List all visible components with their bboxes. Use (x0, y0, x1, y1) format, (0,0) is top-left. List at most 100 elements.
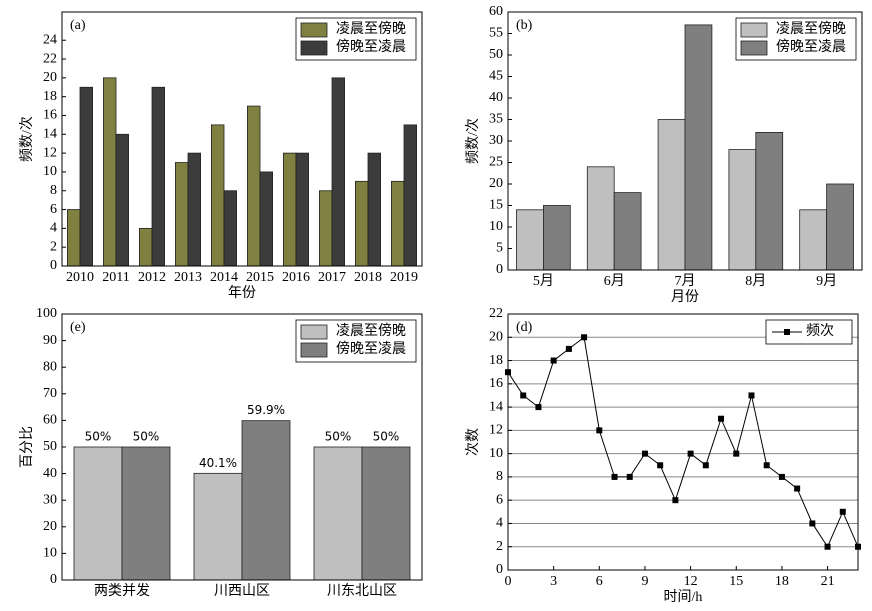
x-tick-label: 2017 (318, 270, 346, 285)
bar (543, 205, 571, 271)
legend-swatch (300, 324, 328, 340)
y-tick-label: 14 (43, 127, 57, 142)
bar (755, 131, 784, 271)
x-axis-label: 年份 (228, 285, 256, 301)
panel-title: (a) (70, 18, 86, 33)
x-tick-label: 0 (505, 574, 512, 589)
x-tick-label: 2016 (282, 270, 310, 285)
y-tick-label: 24 (43, 32, 57, 47)
panel-title: (d) (516, 320, 533, 335)
y-tick-label: 18 (43, 89, 57, 104)
value-label: 50% (325, 430, 352, 444)
bar (174, 162, 189, 267)
x-tick-label: 2015 (246, 270, 274, 285)
marker (702, 462, 709, 469)
bar (121, 446, 171, 581)
y-tick-label: 40 (489, 90, 503, 105)
bar (67, 209, 81, 267)
y-tick-label: 4 (50, 221, 57, 236)
y-tick-label: 60 (43, 413, 57, 428)
y-tick-label: 100 (36, 306, 57, 321)
legend-swatch (300, 40, 328, 56)
x-tick-label: 川东北山区 (327, 583, 397, 599)
x-tick-label: 18 (775, 574, 789, 589)
y-tick-label: 50 (489, 47, 503, 62)
y-tick-label: 12 (43, 145, 57, 160)
bar (728, 149, 757, 271)
y-axis-label: 频数/次 (19, 116, 35, 162)
y-tick-label: 22 (43, 51, 57, 66)
bar (586, 166, 615, 271)
x-tick-label: 2012 (138, 270, 166, 285)
y-tick-label: 8 (496, 469, 503, 484)
marker (748, 392, 755, 399)
y-tick-label: 22 (489, 306, 503, 321)
marker (596, 427, 603, 434)
y-tick-label: 0 (496, 262, 503, 277)
panel-title: (e) (70, 320, 86, 335)
marker (581, 334, 588, 341)
y-tick-label: 20 (489, 329, 503, 344)
y-tick-label: 20 (43, 70, 57, 85)
y-axis-label: 百分比 (19, 426, 35, 468)
legend-label: 凌晨至傍晚 (336, 20, 406, 37)
y-tick-label: 14 (489, 399, 503, 414)
marker (687, 450, 694, 457)
plot-frame (507, 313, 859, 571)
y-tick-label: 10 (489, 219, 503, 234)
x-tick-label: 2010 (66, 270, 94, 285)
y-tick-label: 0 (50, 572, 57, 587)
value-label: 50% (373, 430, 400, 444)
legend-label: 频次 (806, 323, 834, 339)
legend-label: 傍晚至凌晨 (776, 38, 846, 55)
legend-swatch (740, 40, 768, 56)
x-tick-label: 6 (596, 574, 603, 589)
y-tick-label: 35 (489, 112, 503, 127)
bar (259, 171, 274, 267)
y-tick-label: 4 (496, 516, 503, 531)
bar (282, 152, 297, 267)
x-tick-label: 8月 (745, 273, 766, 289)
x-tick-label: 川西山区 (214, 583, 270, 599)
x-tick-label: 12 (684, 574, 698, 589)
bar (151, 86, 166, 267)
bar (246, 105, 261, 267)
y-tick-label: 10 (43, 546, 57, 561)
bar (657, 119, 686, 271)
marker (672, 497, 679, 504)
y-tick-label: 2 (496, 539, 503, 554)
legend-swatch (300, 22, 328, 38)
x-tick-label: 3 (550, 574, 557, 589)
bar (223, 190, 238, 267)
y-tick-label: 50 (43, 439, 57, 454)
y-tick-label: 5 (496, 241, 503, 256)
y-tick-label: 80 (43, 359, 57, 374)
marker (626, 473, 633, 480)
marker (839, 508, 846, 515)
marker (550, 357, 557, 364)
x-tick-label: 9月 (816, 273, 837, 289)
bar (241, 420, 291, 581)
y-tick-label: 12 (489, 423, 503, 438)
bar (313, 446, 363, 581)
bar (684, 24, 713, 271)
y-tick-label: 8 (50, 183, 57, 198)
value-label: 50% (133, 430, 160, 444)
x-tick-label: 2013 (174, 270, 202, 285)
y-tick-label: 60 (489, 4, 503, 19)
bar (826, 183, 854, 271)
legend-label: 凌晨至傍晚 (776, 20, 846, 37)
y-tick-label: 10 (489, 446, 503, 461)
panel-title: (b) (516, 18, 533, 33)
legend-label: 傍晚至凌晨 (336, 38, 406, 55)
marker (718, 415, 725, 422)
legend-marker (784, 329, 790, 335)
y-axis-label: 次数 (465, 428, 481, 456)
x-tick-label: 6月 (604, 273, 625, 289)
marker (794, 485, 801, 492)
bar (403, 124, 418, 267)
y-tick-label: 16 (43, 108, 57, 123)
plot-frame (61, 11, 423, 267)
bar (361, 446, 411, 581)
